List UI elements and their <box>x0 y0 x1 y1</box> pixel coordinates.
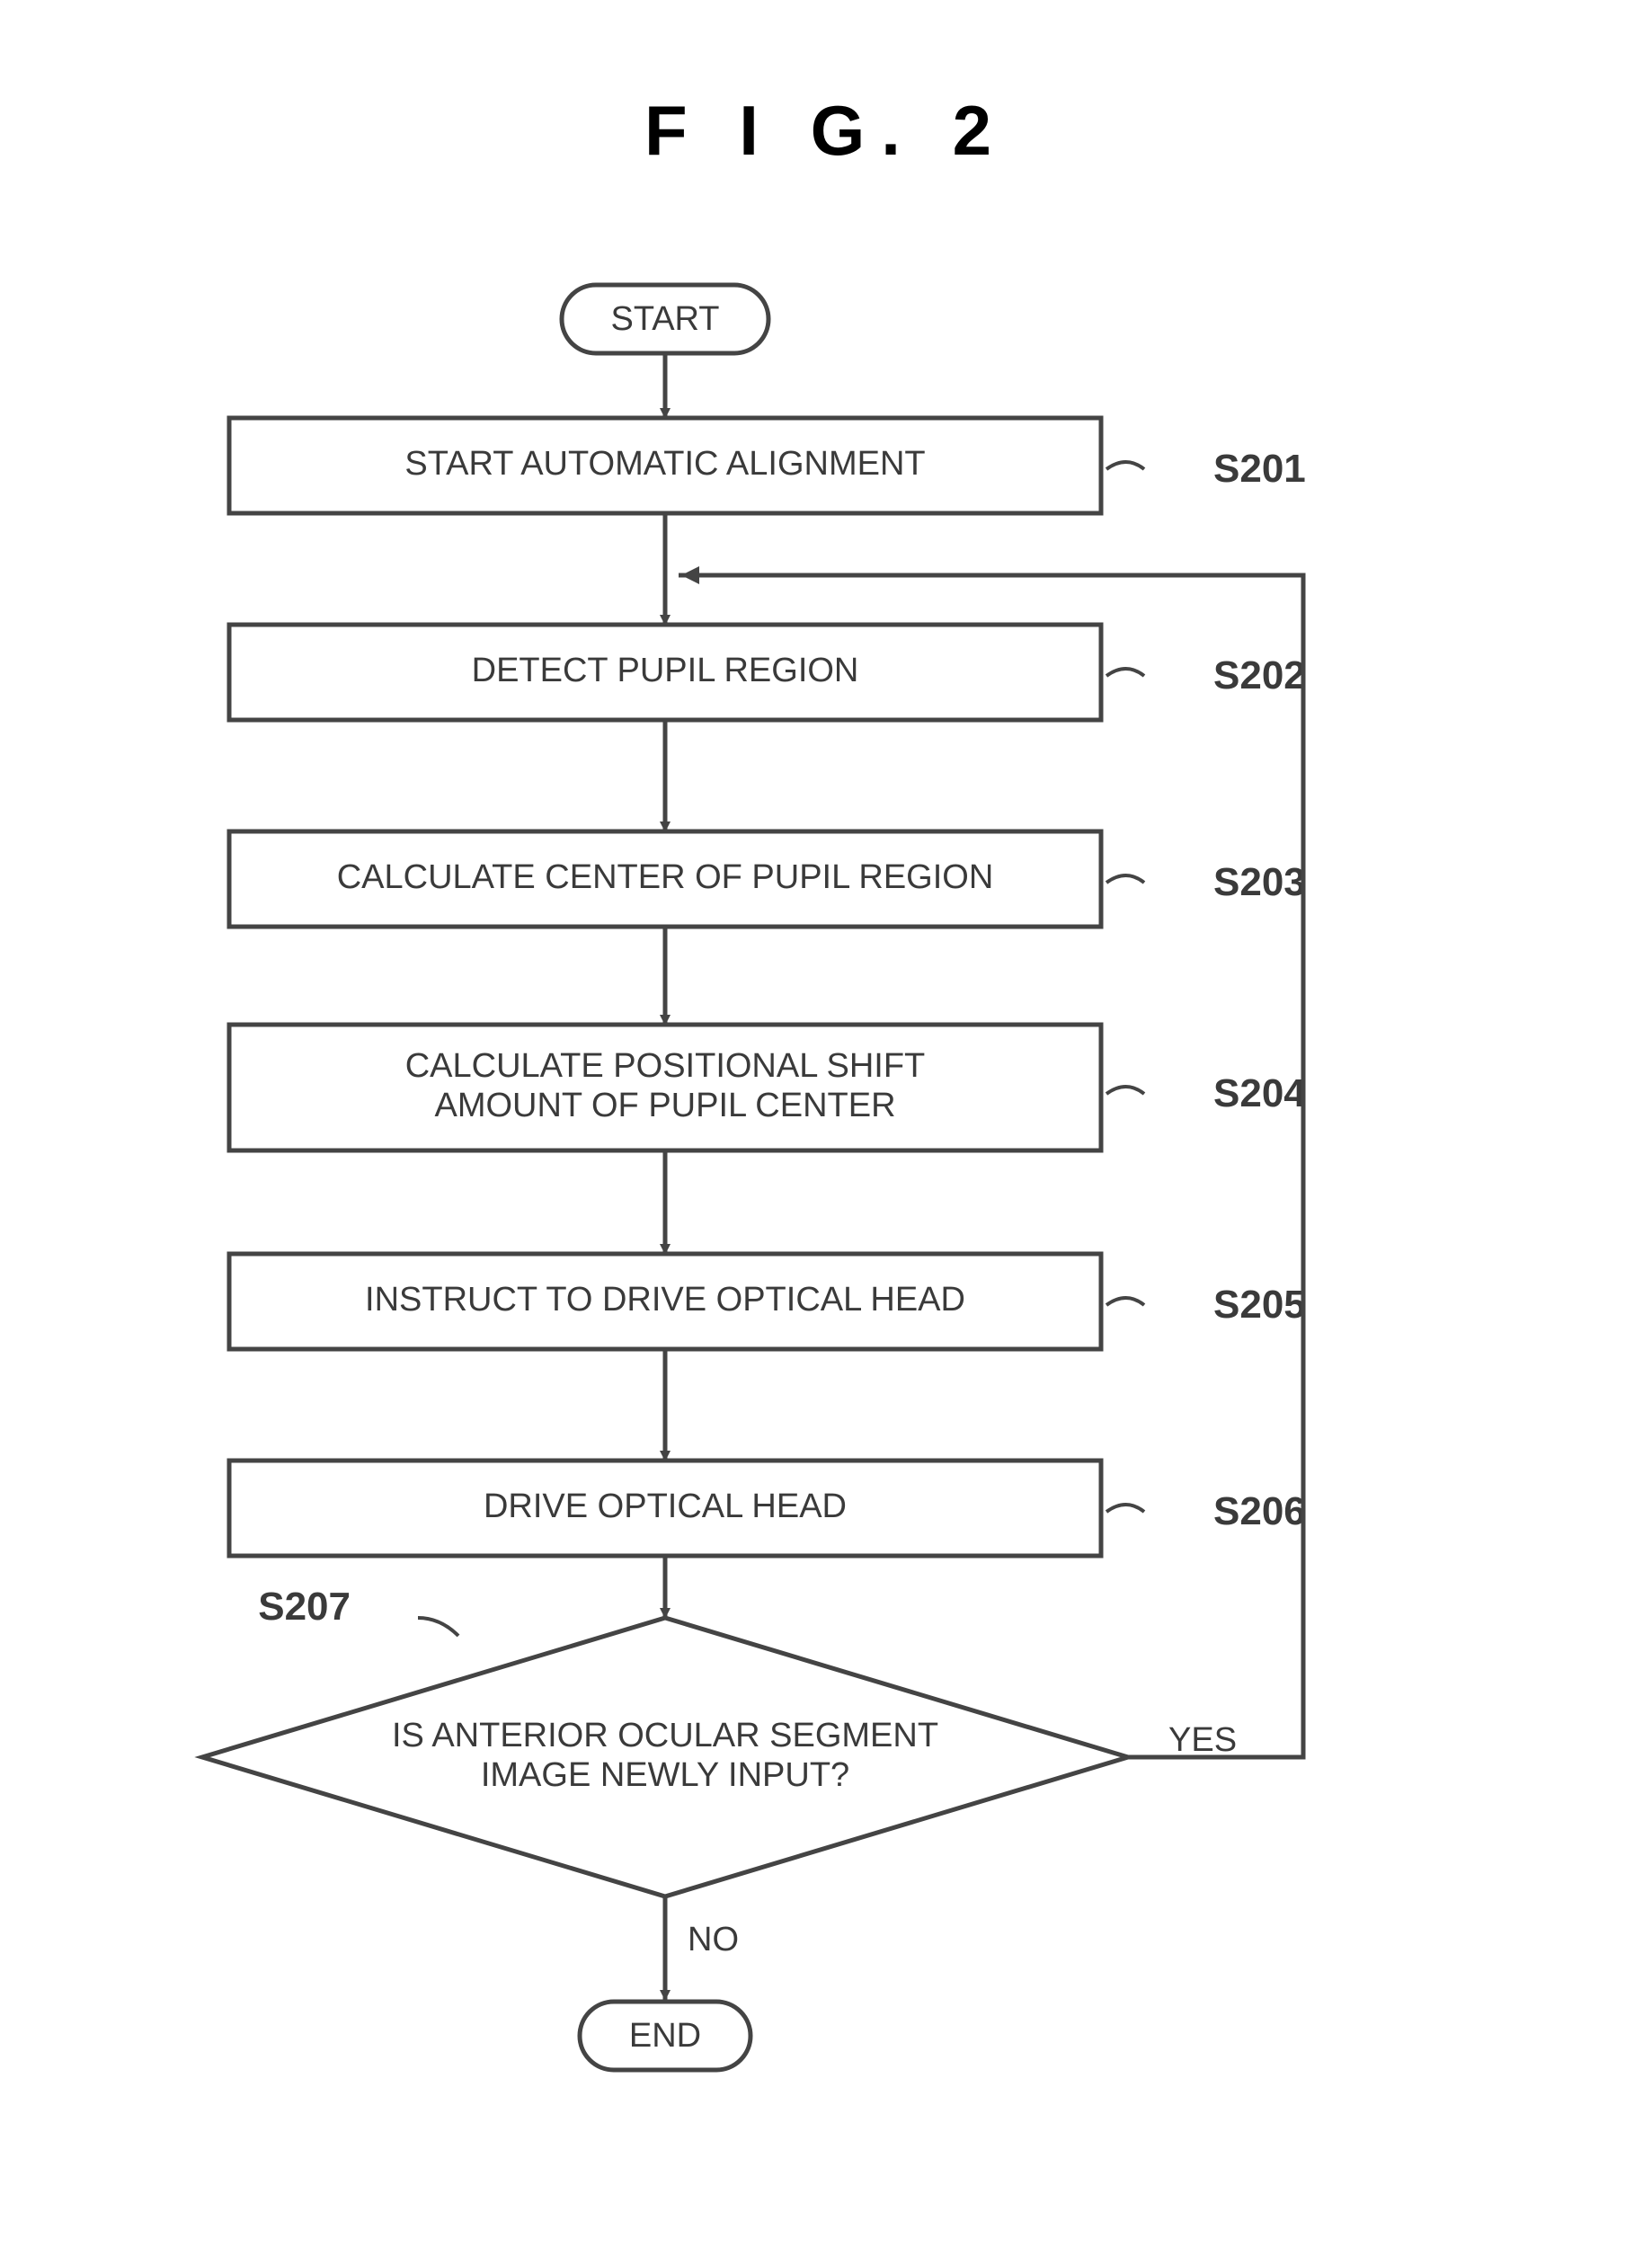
step-id-s201: S201 <box>1213 447 1306 491</box>
decision-text: IS ANTERIOR OCULAR SEGMENTIMAGE NEWLY IN… <box>392 1717 938 1794</box>
step-text-s204: CALCULATE POSITIONAL SHIFTAMOUNT OF PUPI… <box>405 1047 926 1124</box>
step-id-s205: S205 <box>1213 1283 1306 1327</box>
loop-arrowhead <box>681 566 699 584</box>
decision-yes-label: YES <box>1168 1721 1237 1759</box>
step-text-s203: CALCULATE CENTER OF PUPIL REGION <box>337 858 994 896</box>
step-leader-s201 <box>1106 462 1144 469</box>
loop-path <box>679 575 1303 1757</box>
step-leader-s202 <box>1106 669 1144 676</box>
terminal-start-label: START <box>610 300 719 338</box>
step-text-s206: DRIVE OPTICAL HEAD <box>484 1488 847 1525</box>
step-leader-s206 <box>1106 1505 1144 1512</box>
figure-page: F I G. 2 STARTENDSTART AUTOMATIC ALIGNME… <box>0 0 1652 2247</box>
step-id-s202: S202 <box>1213 653 1306 697</box>
step-leader-s205 <box>1106 1298 1144 1305</box>
terminal-end-label: END <box>629 2017 701 2055</box>
step-text-s202: DETECT PUPIL REGION <box>472 652 859 689</box>
step-leader-s203 <box>1106 875 1144 883</box>
step-text-s205: INSTRUCT TO DRIVE OPTICAL HEAD <box>365 1281 965 1319</box>
step-text-s201: START AUTOMATIC ALIGNMENT <box>404 445 925 483</box>
step-id-s206: S206 <box>1213 1489 1306 1533</box>
decision-id: S207 <box>258 1585 351 1629</box>
decision-leader <box>418 1618 458 1636</box>
decision-no-label: NO <box>688 1921 739 1958</box>
step-id-s204: S204 <box>1213 1071 1306 1115</box>
flowchart-svg: START END START AUTOMATIC ALIGNMENT S201 DET… <box>0 0 1652 2247</box>
step-id-s203: S203 <box>1213 860 1306 904</box>
step-leader-s204 <box>1106 1087 1144 1094</box>
